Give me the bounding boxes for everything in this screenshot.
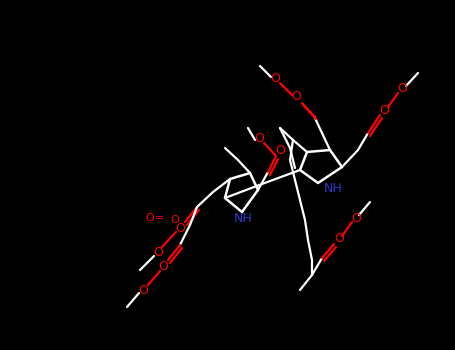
Text: O: O [171,215,179,225]
Text: O: O [334,232,344,245]
Text: O: O [379,104,389,117]
Text: O: O [254,133,264,146]
Text: =: = [155,213,165,223]
Text: O: O [270,72,280,85]
Text: O: O [291,91,301,104]
Text: O: O [275,144,285,156]
Text: O: O [146,213,154,223]
Text: NH: NH [233,211,253,224]
Text: O: O [138,284,148,296]
Text: O: O [397,83,407,96]
Text: O: O [351,211,361,224]
Text: O: O [153,245,163,259]
Text: O: O [158,260,168,273]
Text: O: O [175,222,185,235]
Text: NH: NH [324,182,342,195]
